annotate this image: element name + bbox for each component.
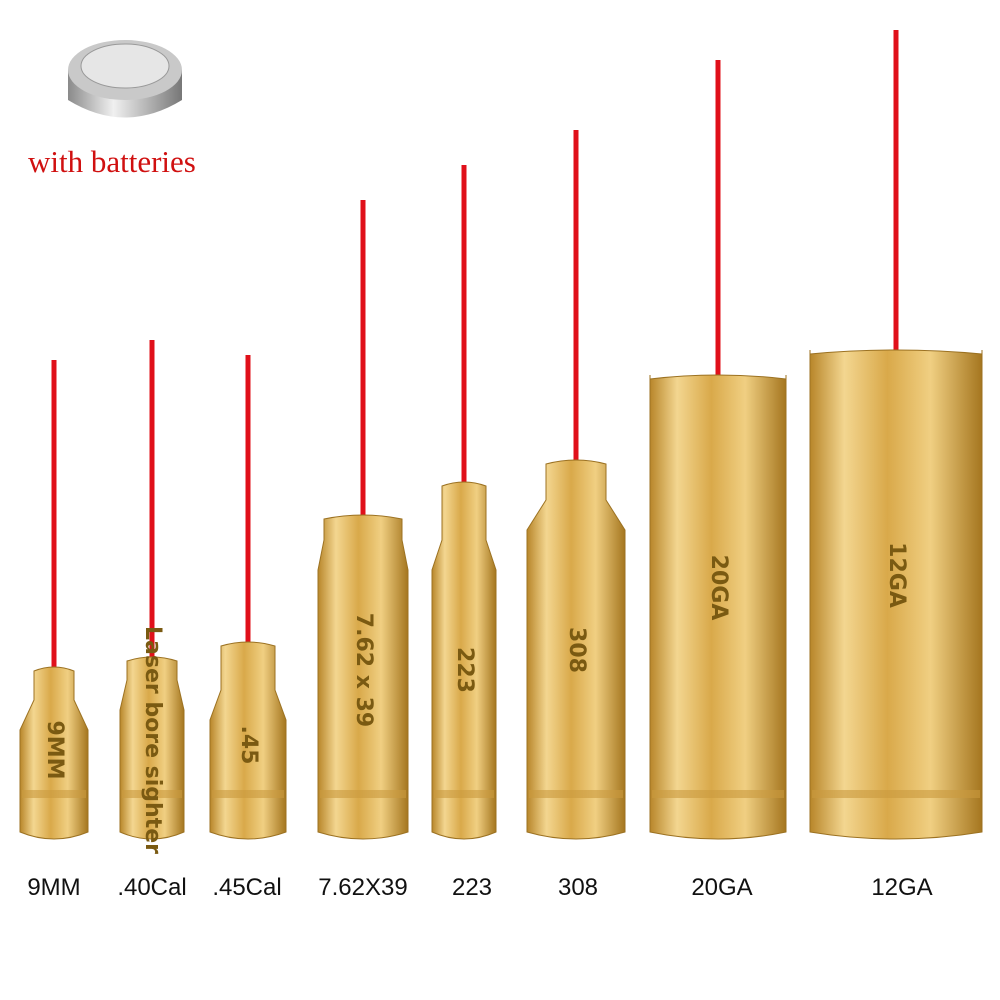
cartridge-label: 9MM [27,874,80,901]
cartridge-rim [812,790,980,798]
cartridge-rim [652,790,784,798]
engraving: 308 [564,627,589,673]
cartridge-label: 20GA [691,874,752,901]
cartridge-body [649,374,787,840]
cartridge: .45 .45Cal [209,355,287,901]
cartridge-body [209,641,287,840]
cartridge: 7.62 x 39 7.62X39 [317,200,409,901]
cartridge-body [809,349,983,840]
cartridge: 12GA 12GA [809,30,983,901]
cartridge-label: 308 [558,874,598,901]
cartridge: 20GA 20GA [649,60,787,901]
cartridge-body [526,459,626,840]
cartridge-rim [122,790,182,798]
cartridge-rim [529,790,623,798]
cartridge-rim [320,790,406,798]
engraving: 9MM [42,720,67,779]
cartridge-rim [434,790,494,798]
cartridge-label: .40Cal [117,874,186,901]
cartridge-label: 7.62X39 [318,874,407,901]
battery-icon [68,40,182,118]
cartridge-body [317,514,409,840]
cartridge-rim [22,790,86,798]
cartridge: 9MM 9MM [19,360,89,901]
engraving: 12GA [884,542,909,608]
cartridge-label: .45Cal [212,874,281,901]
engraving: 7.62 x 39 [351,613,376,727]
cartridge: Laser bore sighter .40Cal [117,340,187,901]
cartridge: 308 308 [526,130,626,901]
cartridge-label: 12GA [871,874,932,901]
cartridge-rim [212,790,284,798]
engraving: Laser bore sighter [140,626,165,854]
cartridge: 223 223 [431,165,497,901]
engraving: .45 [236,726,261,765]
cartridge-label: 223 [452,874,492,901]
cartridge-body [431,481,497,840]
battery-caption: with batteries [28,144,196,179]
engraving: 223 [452,647,477,693]
engraving: 20GA [706,555,731,621]
